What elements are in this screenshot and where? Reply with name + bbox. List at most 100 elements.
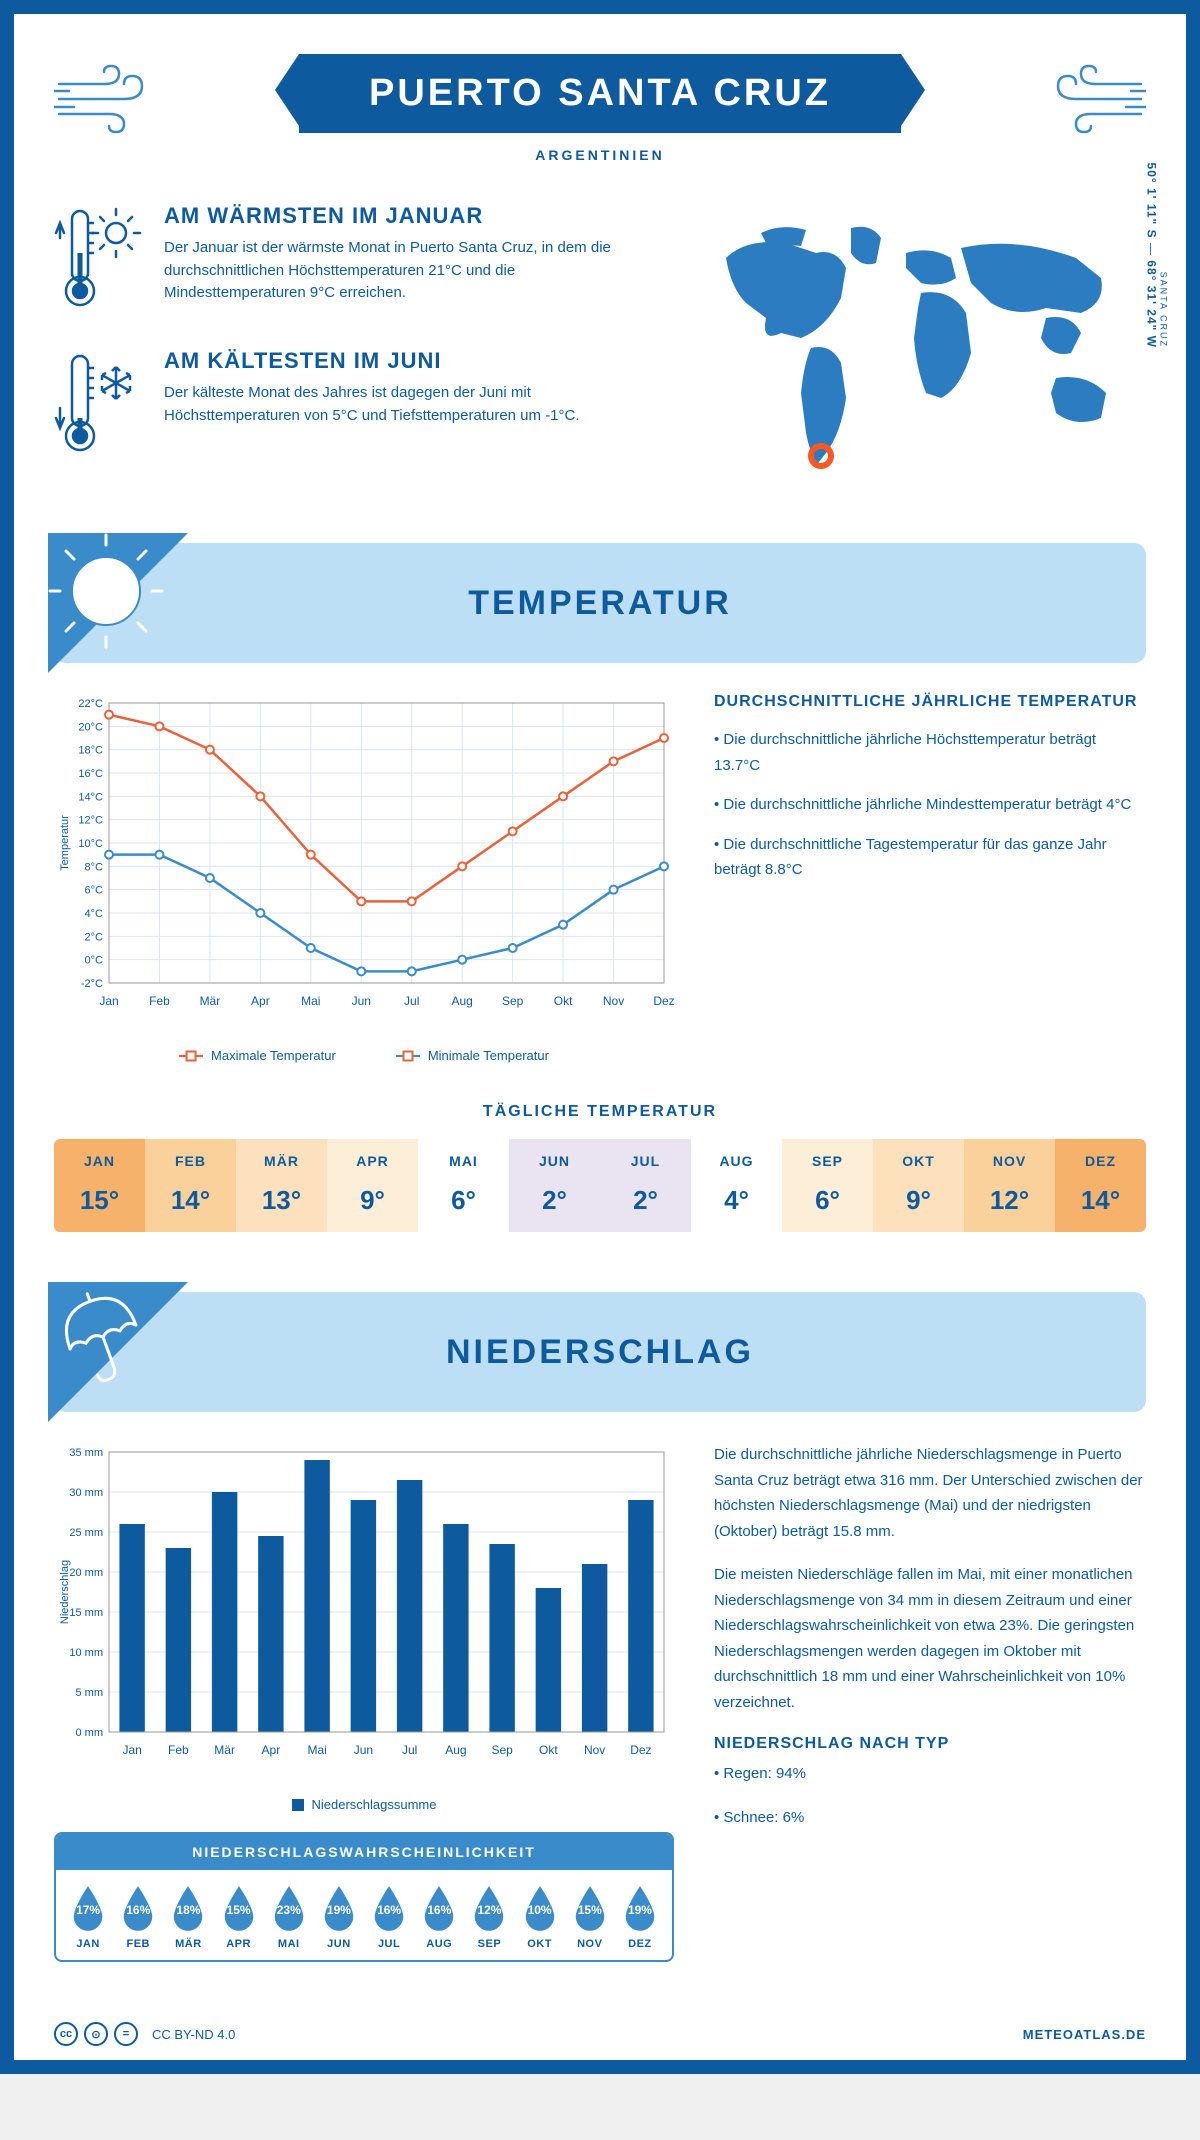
sun-icon [48,533,198,688]
svg-text:5 mm: 5 mm [76,1687,104,1699]
svg-text:Mär: Mär [214,1743,235,1757]
drop-icon: 10% [521,1884,559,1932]
precip-probability-box: NIEDERSCHLAGSWAHRSCHEINLICHKEIT 17% JAN … [54,1832,674,1962]
svg-text:6°C: 6°C [85,885,104,897]
daily-temp-table: JAN15° FEB14° MÄR13° APR9° MAI6° JUN2° J… [54,1139,1146,1232]
svg-text:16°C: 16°C [78,768,103,780]
thermometer-sun-icon [54,203,144,318]
coldest-fact: AM KÄLTESTEN IM JUNI Der kälteste Monat … [54,348,656,463]
temp-summary-p3: • Die durchschnittliche Tagestemperatur … [714,832,1146,883]
temp-summary-p2: • Die durchschnittliche jährliche Mindes… [714,792,1146,818]
svg-text:35 mm: 35 mm [69,1447,103,1459]
precip-type1: • Regen: 94% [714,1761,1146,1787]
svg-text:10 mm: 10 mm [69,1647,103,1659]
coordinates: SANTA CRUZ 50° 1' 11" S — 68° 31' 24" W [1144,163,1168,348]
svg-text:2°C: 2°C [85,931,104,943]
prob-item: 17% JAN [64,1884,112,1950]
temperature-title: TEMPERATUR [468,584,732,623]
warmest-title: AM WÄRMSTEN IM JANUAR [164,203,656,229]
warmest-text: Der Januar ist der wärmste Monat in Puer… [164,237,656,305]
prob-item: 15% NOV [566,1884,614,1950]
svg-text:Feb: Feb [149,994,170,1008]
svg-text:15 mm: 15 mm [69,1607,103,1619]
drop-icon: 16% [119,1884,157,1932]
svg-text:Aug: Aug [445,1743,466,1757]
daily-col: JUN2° [509,1139,600,1232]
drop-icon: 17% [69,1884,107,1932]
daily-col: FEB14° [145,1139,236,1232]
drop-icon: 18% [169,1884,207,1932]
svg-text:Aug: Aug [452,994,473,1008]
svg-text:Jun: Jun [352,994,371,1008]
svg-text:20 mm: 20 mm [69,1567,103,1579]
daily-col: MAI6° [418,1139,509,1232]
drop-icon: 12% [470,1884,508,1932]
daily-col: DEZ14° [1055,1139,1146,1232]
daily-col: JAN15° [54,1139,145,1232]
svg-text:0°C: 0°C [85,955,104,967]
umbrella-icon [48,1282,198,1437]
prob-item: 16% AUG [415,1884,463,1950]
temp-summary-p1: • Die durchschnittliche jährliche Höchst… [714,727,1146,778]
footer: cc ⊙ = CC BY-ND 4.0 METEOATLAS.DE [14,2022,1186,2060]
site-name: METEOATLAS.DE [1023,2027,1146,2042]
daily-col: MÄR13° [236,1139,327,1232]
svg-text:12°C: 12°C [78,815,103,827]
warmest-fact: AM WÄRMSTEN IM JANUAR Der Januar ist der… [54,203,656,318]
precipitation-banner: NIEDERSCHLAG [54,1292,1146,1412]
svg-text:Nov: Nov [603,994,624,1008]
svg-text:Mai: Mai [307,1743,326,1757]
svg-text:Apr: Apr [251,994,270,1008]
prob-item: 15% APR [215,1884,263,1950]
drop-icon: 15% [571,1884,609,1932]
drop-icon: 15% [220,1884,258,1932]
svg-text:8°C: 8°C [85,861,104,873]
svg-text:Feb: Feb [168,1743,189,1757]
svg-text:Niederschlag: Niederschlag [59,1560,71,1624]
svg-text:Jul: Jul [402,1743,417,1757]
svg-text:10°C: 10°C [78,838,103,850]
prob-item: 19% JUN [315,1884,363,1950]
precip-p1: Die durchschnittliche jährliche Niedersc… [714,1442,1146,1544]
svg-text:Dez: Dez [630,1743,651,1757]
svg-text:Jun: Jun [354,1743,373,1757]
svg-text:Jan: Jan [99,994,118,1008]
wind-icon [1036,64,1146,139]
prob-item: 10% OKT [516,1884,564,1950]
drop-icon: 19% [621,1884,659,1932]
daily-col: APR9° [327,1139,418,1232]
daily-col: SEP6° [782,1139,873,1232]
svg-text:Okt: Okt [554,994,573,1008]
daily-temp-title: TÄGLICHE TEMPERATUR [54,1103,1146,1121]
svg-text:Sep: Sep [502,994,524,1008]
legend-max: Maximale Temperatur [211,1048,336,1063]
prob-item: 18% MÄR [164,1884,212,1950]
prob-item: 16% JUL [365,1884,413,1950]
precipitation-title: NIEDERSCHLAG [446,1333,754,1372]
page-subtitle: ARGENTINIEN [54,147,1146,163]
chart-legend: .legend-swatch:nth-child(1)::after{borde… [54,1048,674,1063]
svg-text:20°C: 20°C [78,721,103,733]
world-map [686,218,1146,478]
svg-text:Dez: Dez [653,994,674,1008]
prob-item: 12% SEP [465,1884,513,1950]
page-title: PUERTO SANTA CRUZ [299,54,901,133]
svg-text:Okt: Okt [539,1743,558,1757]
drop-icon: 19% [320,1884,358,1932]
precip-legend: Niederschlagssumme [54,1797,674,1812]
svg-text:25 mm: 25 mm [69,1527,103,1539]
prob-item: 16% FEB [114,1884,162,1950]
svg-text:-2°C: -2°C [81,978,103,990]
precip-type2: • Schnee: 6% [714,1805,1146,1831]
svg-text:Jul: Jul [404,994,419,1008]
coldest-title: AM KÄLTESTEN IM JUNI [164,348,656,374]
daily-col: JUL2° [600,1139,691,1232]
svg-text:Temperatur: Temperatur [59,815,71,871]
header: PUERTO SANTA CRUZ ARGENTINIEN [54,54,1146,163]
temperature-banner: TEMPERATUR [54,543,1146,663]
svg-text:Apr: Apr [262,1743,281,1757]
wind-icon [54,64,164,139]
svg-text:14°C: 14°C [78,791,103,803]
svg-text:18°C: 18°C [78,745,103,757]
temperature-chart: -2°C0°C2°C4°C6°C8°C10°C12°C14°C16°C18°C2… [54,693,674,1063]
